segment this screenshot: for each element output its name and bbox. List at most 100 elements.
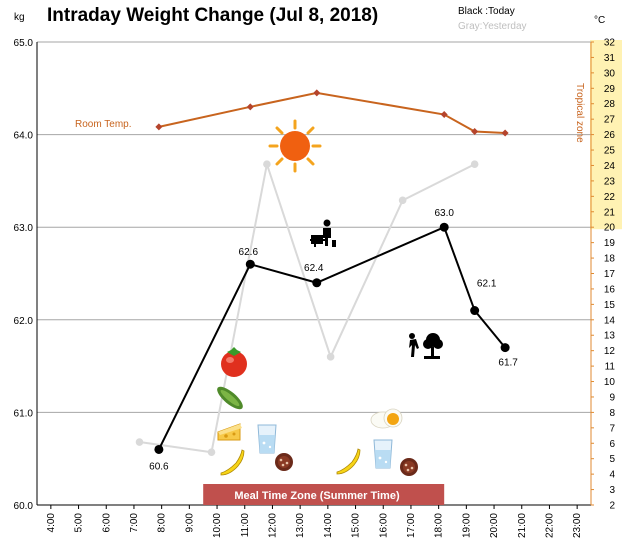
yesterday-point [470,160,479,169]
y2-tick-label: 3 [609,485,615,496]
y-tick-label: 64.0 [14,131,34,142]
room-temp-point [155,123,163,131]
tomato-icon [221,347,247,377]
yesterday-point [263,160,271,169]
x-tick-label: 9:00 [184,513,195,533]
water-glass-icon [257,424,277,454]
x-tick-label: 16:00 [378,513,389,538]
right-unit-label: °C [594,15,605,26]
series-yesterday [135,160,479,457]
series-room-temp [155,89,509,137]
today-point [312,278,322,288]
right-axis-ticks: 2345678910111213141516171819202122232425… [591,38,615,512]
x-tick-label: 23:00 [572,513,583,538]
x-tick-label: 10:00 [212,513,223,538]
room-temp-point [471,128,479,136]
x-tick-label: 21:00 [517,513,528,538]
tropical-zone-label: Tropical zone [574,83,585,143]
today-point [154,444,164,454]
x-tick-label: 7:00 [129,513,140,533]
x-tick-label: 19:00 [461,513,472,538]
y2-tick-label: 17 [604,269,616,280]
x-tick-label: 8:00 [157,513,168,533]
chocolate-icon [400,458,418,476]
y2-tick-label: 6 [609,439,615,450]
room-temp-line [158,91,506,135]
y-tick-label: 65.0 [14,38,34,49]
y2-tick-label: 31 [604,53,616,64]
y2-tick-label: 11 [605,362,616,373]
y2-tick-label: 15 [604,300,616,311]
y2-tick-label: 22 [604,192,616,203]
meal-zone-bar [203,484,445,505]
x-tick-label: 15:00 [351,513,362,538]
room-temp-point [501,129,509,137]
chocolate-icon [275,453,293,471]
y2-tick-label: 12 [604,346,616,357]
x-tick-label: 12:00 [267,513,278,538]
today-point [500,343,510,353]
y2-tick-label: 30 [604,68,616,79]
grid-lines [37,41,591,413]
y2-tick-label: 20 [604,223,616,234]
today-point [439,222,449,232]
cucumber-icon [217,386,243,410]
legend-today: Black :Today [458,6,515,17]
left-unit-label: kg [14,12,25,23]
y2-tick-label: 27 [604,115,616,126]
y2-tick-label: 14 [604,315,616,326]
meal-zone-label: Meal Time Zone (Summer Time) [234,490,400,502]
x-tick-label: 13:00 [295,513,306,538]
today-data-label: 60.6 [149,461,169,472]
x-tick-label: 14:00 [323,513,334,538]
y2-tick-label: 25 [604,146,616,157]
y2-tick-label: 13 [604,331,616,342]
yesterday-point [326,353,335,361]
x-tick-label: 11:00 [240,513,251,538]
x-tick-label: 20:00 [489,513,500,538]
y2-tick-label: 18 [604,254,616,265]
chart-title: Intraday Weight Change (Jul 8, 2018) [47,5,378,26]
yesterday-point [207,448,216,457]
today-data-label: 62.1 [477,279,497,290]
gardening-icon [409,333,443,359]
x-tick-label: 4:00 [46,513,57,533]
room-temp-label: Room Temp. [75,119,132,130]
x-tick-label: 6:00 [101,513,112,533]
x-axis-ticks: 4:00 5:00 6:00 7:00 8:00 9:00 10:00 11:00 12:00 1… [46,505,583,538]
y2-tick-label: 28 [604,99,616,110]
yesterday-point [398,196,407,205]
today-point [470,306,480,316]
today-data-label: 62.4 [304,263,324,274]
egg-icon [370,408,403,429]
today-data-label: 63.0 [434,208,454,219]
x-tick-label: 17:00 [406,513,417,538]
yesterday-line [139,160,476,454]
sun-icon [268,119,322,173]
today-point [245,259,255,269]
today-data-label: 61.7 [498,358,518,369]
y2-tick-label: 19 [604,238,616,249]
series-today: 60.6 62.6 62.4 63.0 62.1 61.7 [149,208,518,472]
y2-tick-label: 32 [604,38,616,49]
water-glass-icon [373,439,393,469]
x-tick-label: 5:00 [74,513,85,533]
y2-tick-label: 23 [604,176,616,187]
banana-icon [336,448,361,475]
y2-tick-label: 7 [609,423,615,434]
y2-tick-label: 16 [604,284,616,295]
y2-tick-label: 29 [604,84,616,95]
room-temp-point [440,111,448,119]
room-temp-point [246,103,254,111]
y-tick-label: 60.0 [14,501,34,512]
y2-tick-label: 2 [609,501,615,512]
y2-tick-label: 24 [604,161,616,172]
today-line [157,225,506,450]
y2-tick-label: 9 [609,392,615,403]
y-tick-label: 61.0 [14,408,34,419]
x-tick-label: 18:00 [434,513,445,538]
y2-tick-label: 26 [604,130,616,141]
cheese-icon [217,423,242,441]
y-tick-label: 62.0 [14,316,34,327]
